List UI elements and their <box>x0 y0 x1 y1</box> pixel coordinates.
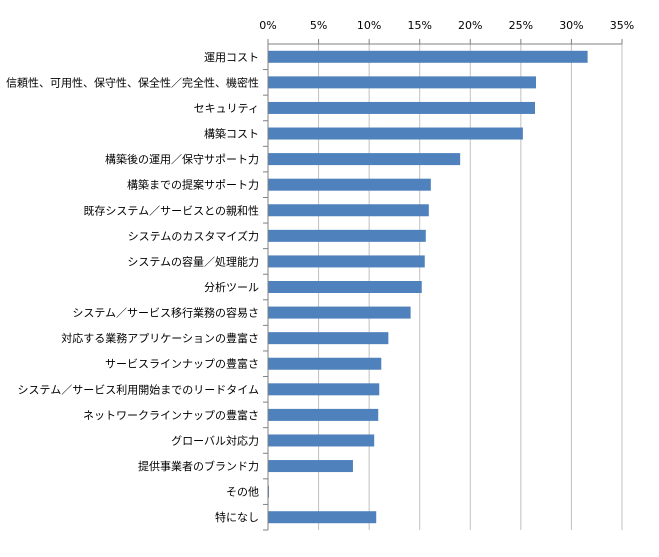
bar <box>268 306 411 319</box>
x-tick-label: 5% <box>310 19 327 32</box>
bar <box>268 357 382 370</box>
x-tick-label: 10% <box>357 19 381 32</box>
bar <box>268 50 588 63</box>
bar <box>268 511 377 524</box>
bar <box>268 485 270 498</box>
category-label: 分析ツール <box>204 280 259 294</box>
x-tick-label: 30% <box>559 19 583 32</box>
category-label: 信頼性、可用性、保守性、保全性／完全性、機密性 <box>6 75 259 89</box>
bar <box>268 408 379 421</box>
bar <box>268 178 431 191</box>
bar <box>268 229 426 242</box>
bar <box>268 383 380 396</box>
category-label: サービスラインナップの豊富さ <box>105 357 259 371</box>
bar <box>268 153 461 166</box>
category-label: 提供事業者のブランド力 <box>138 459 259 473</box>
x-tick-label: 15% <box>407 19 431 32</box>
x-tick-label: 20% <box>458 19 482 32</box>
x-tick-label: 25% <box>509 19 533 32</box>
axes <box>263 43 622 531</box>
category-label: グローバル対応力 <box>171 433 259 447</box>
bar <box>268 76 537 89</box>
category-label: システム／サービス利用開始までのリードタイム <box>18 382 259 396</box>
category-label: 対応する業務アプリケーションの豊富さ <box>61 331 259 345</box>
bar <box>268 460 353 473</box>
category-label: 運用コスト <box>204 51 259 64</box>
category-label: 構築までの提案サポート力 <box>127 178 259 192</box>
bar <box>268 204 429 217</box>
category-labels: 運用コスト信頼性、可用性、保守性、保全性／完全性、機密性セキュリティ構築コスト構… <box>6 51 259 524</box>
category-label: その他 <box>226 486 259 499</box>
x-tick-label: 0% <box>259 19 276 32</box>
bar <box>268 101 536 114</box>
bars <box>268 50 588 524</box>
category-label: セキュリティ <box>194 102 259 115</box>
bar <box>268 434 375 447</box>
category-label: 特になし <box>215 510 259 524</box>
bar <box>268 127 523 140</box>
x-tick-label: 35% <box>610 19 634 32</box>
bar <box>268 281 422 293</box>
category-label: システム／サービス移行業務の容易さ <box>72 306 259 320</box>
bar <box>268 332 389 345</box>
x-axis-ticks: 0% 5% 10% 15% 20% 25% 30% 35% <box>259 19 634 44</box>
category-label: 構築コスト <box>204 127 259 141</box>
category-label: システムの容量／処理能力 <box>127 254 259 268</box>
category-label: システムのカスタマイズ力 <box>128 229 259 243</box>
category-label: 既存システム／サービスとの親和性 <box>83 203 259 217</box>
category-label: ネットワークラインナップの豊富さ <box>83 408 259 422</box>
bar <box>268 255 425 268</box>
category-label: 構築後の運用／保守サポート力 <box>105 152 259 166</box>
